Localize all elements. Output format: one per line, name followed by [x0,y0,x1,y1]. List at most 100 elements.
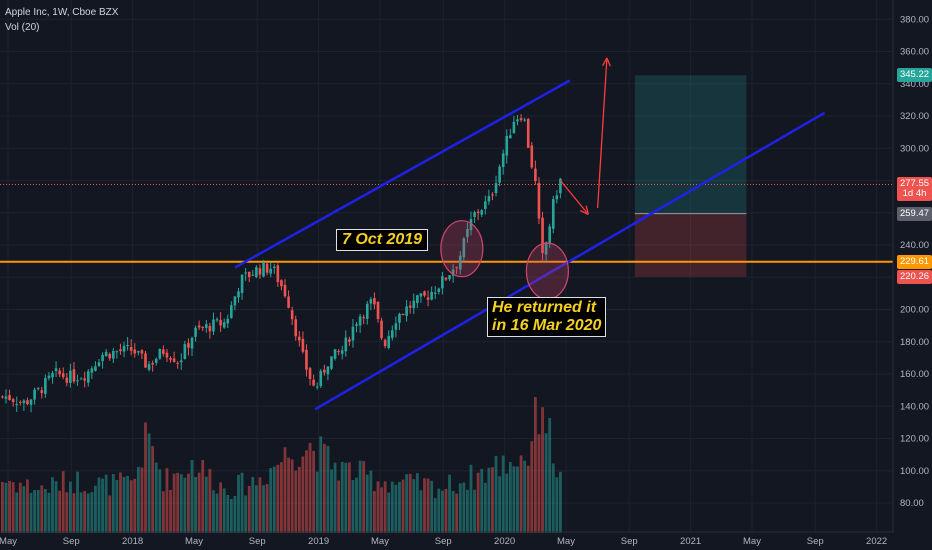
y-tick-label: 200.00 [900,305,929,316]
candle-body [251,274,255,276]
candle-body [165,352,169,358]
volume-bar [1,481,4,533]
volume-bar [237,474,240,533]
volume-bar [51,477,54,533]
volume-bar [358,460,362,533]
volume-bar [18,482,22,533]
projection-down-segment[interactable] [559,180,589,215]
candle-body [140,350,144,354]
highlight-circles [440,220,570,300]
volume-bar [451,490,455,533]
candle-body [373,298,376,305]
volume-bar [412,479,416,533]
candle-body [298,336,301,341]
candle-body [487,196,491,202]
candle-body [69,370,72,383]
volume-bar [466,489,469,533]
volume-bar [312,450,316,533]
price-tag: 229.61 [897,254,932,269]
volume-bar [251,477,255,533]
candle-body [301,338,305,352]
candle-body [387,335,391,349]
volume-bar [408,473,412,533]
volume-bar [65,492,69,533]
volume-bar [301,456,305,533]
candle-body [1,396,4,398]
candle-body [484,201,487,209]
candle-body [126,345,129,347]
volume-bar [43,489,47,533]
candle-body [162,349,165,354]
candle-body [133,349,137,354]
candle-body [269,268,272,274]
annotation-mar-2020[interactable]: He returned it in 16 Mar 2020 [487,297,607,337]
projection-arrow[interactable] [559,57,611,215]
candle-body [491,194,494,196]
volume-bar [333,462,337,533]
y-tick-label: 160.00 [900,369,929,380]
candle-body [383,339,387,347]
projection-up-segment[interactable] [596,57,608,208]
candle-body [462,238,466,258]
candle-body [158,349,162,359]
candle-body [537,182,541,219]
candle-body [355,324,358,326]
candle-body [194,327,197,337]
volume-bar [555,477,559,533]
volume-bar [265,483,269,533]
candle-body [437,288,441,292]
candle-body [90,368,94,373]
volume-bar [501,455,505,533]
candle-body [551,199,555,229]
candle-body [272,266,276,269]
price-tag: 345.22 [897,68,932,83]
volume-bar [215,493,219,533]
candle-body [469,219,473,231]
candle-body [97,362,101,367]
candle-body [122,345,126,352]
candle-body [79,378,83,380]
volume-bar [144,422,147,533]
candle-body [330,356,333,369]
volume-bar [351,479,355,533]
volume-bar [415,473,419,533]
highlight-circle [525,242,570,300]
channel-upper-line[interactable] [234,79,571,269]
volume-bar [219,482,223,533]
candle-body [265,263,269,273]
volume-bar [387,492,391,533]
volume-bar [26,479,29,533]
volume-bar [61,471,65,533]
annotation-oct-2019[interactable]: 7 Oct 2019 [336,229,429,251]
volume-bar [315,471,319,533]
candle-body [476,211,480,214]
y-tick-label: 180.00 [900,337,929,348]
volume-bar [222,488,226,533]
candle-body [365,303,369,319]
channel-lower-line[interactable] [314,111,826,411]
candle-body [169,358,172,360]
candle-body [11,399,15,402]
channel-lines[interactable] [234,79,826,411]
volume-bar [344,462,348,533]
volume-bar [523,460,527,533]
candle-body [451,269,455,276]
volume-bar [337,480,341,533]
candle-body [151,363,154,365]
price-tag: 220.26 [897,269,932,284]
volume-bar [319,436,323,533]
candle-body [294,319,298,337]
candle-body [197,325,201,328]
candle-body [391,330,394,338]
candle-body [230,305,233,319]
volume-bar [226,494,230,533]
volume-bar [54,481,58,533]
x-tick-label: Sep [249,536,266,547]
volume-bar [559,471,562,533]
volume-bar [308,442,312,533]
volume-bar [240,472,244,533]
candle-body [416,295,419,304]
candle-body [190,337,194,349]
volume-bar [473,489,476,533]
